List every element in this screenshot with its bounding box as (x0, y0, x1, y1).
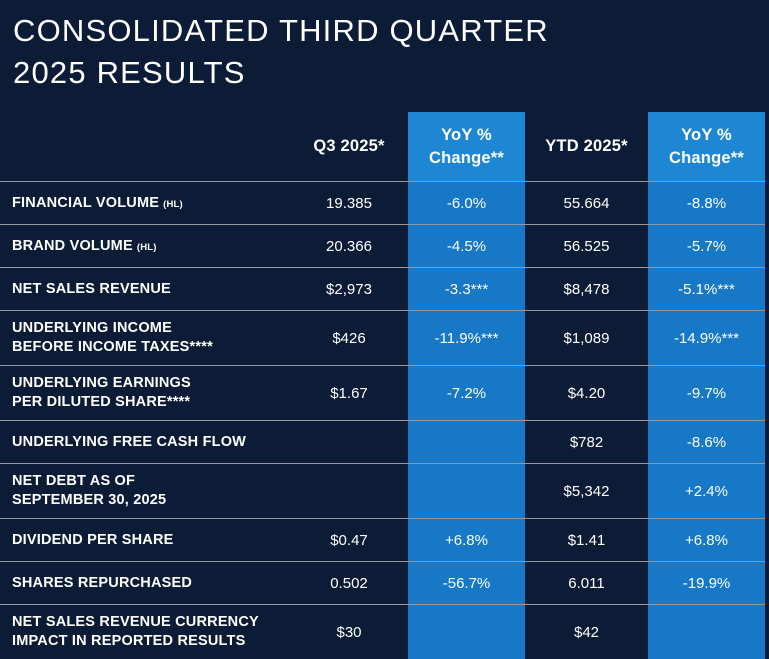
cell-yoy-ytd: -14.9%*** (648, 311, 765, 365)
row-label: NET SALES REVENUE (0, 268, 290, 310)
cell-yoy-ytd: -5.1%*** (648, 268, 765, 310)
row-label: UNDERLYING EARNINGS PER DILUTED SHARE***… (0, 366, 290, 420)
cell-yoy-q3 (408, 605, 525, 659)
page-title: CONSOLIDATED THIRD QUARTER 2025 RESULTS (13, 10, 549, 94)
column-header-yoy-q3: YoY % Change** (408, 112, 525, 181)
row-label-text: FINANCIAL VOLUME (12, 194, 160, 211)
row-label: BRAND VOLUME (HL) (0, 225, 290, 267)
cell-q3 (290, 421, 408, 463)
row-label-text: UNDERLYING EARNINGS PER DILUTED SHARE***… (12, 375, 191, 410)
cell-yoy-q3: -7.2% (408, 366, 525, 420)
row-label: NET SALES REVENUE CURRENCY IMPACT IN REP… (0, 605, 290, 659)
table-row: SHARES REPURCHASED 0.502 -56.7% 6.011 -19.9% (0, 561, 765, 604)
cell-yoy-ytd: -19.9% (648, 562, 765, 604)
cell-q3: 20.366 (326, 237, 372, 255)
row-label: UNDERLYING INCOME BEFORE INCOME TAXES***… (0, 311, 290, 365)
cell-yoy-ytd: -5.7% (648, 225, 765, 267)
cell-ytd: 6.011 (568, 574, 605, 592)
table-header: Q3 2025* YoY % Change** YTD 2025* YoY % … (0, 112, 765, 181)
table-row: NET SALES REVENUE $2,973 -3.3*** $8,478 -5.1… (0, 267, 765, 310)
row-label: NET DEBT AS OF SEPTEMBER 30, 2025 (0, 464, 290, 518)
cell-q3: 0.502 (330, 574, 368, 592)
cell-yoy-ytd (648, 605, 765, 659)
cell-ytd: $8,478 (563, 280, 610, 298)
row-label-text: UNDERLYING FREE CASH FLOW (12, 433, 247, 450)
header-spacer (0, 112, 290, 181)
row-label: DIVIDEND PER SHARE (0, 519, 290, 561)
cell-ytd: $782 (569, 433, 604, 451)
cell-q3 (290, 464, 408, 518)
row-label-unit: (HL) (163, 198, 183, 210)
row-label: UNDERLYING FREE CASH FLOW (0, 421, 290, 463)
cell-yoy-ytd: -8.8% (648, 182, 765, 224)
row-label-text: BRAND VOLUME (12, 237, 133, 254)
row-label: FINANCIAL VOLUME (HL) (0, 182, 290, 224)
table-row: NET SALES REVENUE CURRENCY IMPACT IN REP… (0, 604, 765, 659)
cell-ytd: 55.664 (563, 194, 610, 212)
table-row: NET DEBT AS OF SEPTEMBER 30, 2025 $5,342 +… (0, 463, 765, 518)
results-table: Q3 2025* YoY % Change** YTD 2025* YoY % … (0, 112, 765, 659)
cell-q3: $30 (336, 623, 362, 641)
cell-q3: 19.385 (326, 194, 372, 212)
cell-yoy-q3 (408, 421, 525, 463)
table-row: DIVIDEND PER SHARE $0.47 +6.8% $1.41 +6.8% (0, 518, 765, 561)
row-label-unit: (HL) (136, 241, 157, 253)
row-label-text: UNDERLYING INCOME BEFORE INCOME TAXES***… (12, 320, 213, 355)
table-row: FINANCIAL VOLUME (HL) 19.385 -6.0% 55.664 -8.… (0, 181, 765, 224)
cell-yoy-ytd: +6.8% (648, 519, 765, 561)
cell-ytd: $4.20 (567, 384, 606, 402)
column-header-q3-2025: Q3 2025* (313, 137, 385, 156)
cell-yoy-q3: -6.0% (408, 182, 525, 224)
row-label-text: NET SALES REVENUE (12, 280, 171, 297)
cell-q3: $2,973 (326, 280, 372, 298)
cell-ytd: $1,089 (563, 329, 610, 347)
row-label-text: NET SALES REVENUE CURRENCY IMPACT IN REP… (12, 614, 259, 649)
title-line-2: 2025 RESULTS (13, 55, 246, 91)
cell-ytd: 56.525 (563, 237, 610, 255)
cell-q3: $426 (332, 329, 366, 347)
column-header-yoy-ytd: YoY % Change** (648, 112, 765, 181)
row-label-text: NET DEBT AS OF SEPTEMBER 30, 2025 (12, 473, 167, 508)
title-line-1: CONSOLIDATED THIRD QUARTER (13, 13, 549, 48)
cell-yoy-q3: -56.7% (408, 562, 525, 604)
cell-yoy-ytd: -9.7% (648, 366, 765, 420)
row-label-text: DIVIDEND PER SHARE (12, 531, 174, 548)
cell-yoy-q3: -11.9%*** (408, 311, 525, 365)
table-row: BRAND VOLUME (HL) 20.366 -4.5% 56.525 -5.7% (0, 224, 765, 267)
cell-yoy-q3 (408, 464, 525, 518)
cell-yoy-q3: +6.8% (408, 519, 525, 561)
cell-q3: $1.67 (330, 384, 368, 402)
cell-yoy-ytd: -8.6% (648, 421, 765, 463)
column-header-ytd-2025: YTD 2025* (545, 137, 628, 156)
cell-q3: $0.47 (330, 531, 368, 549)
cell-yoy-ytd: +2.4% (648, 464, 765, 518)
cell-yoy-q3: -3.3*** (408, 268, 525, 310)
cell-ytd: $1.41 (567, 531, 606, 549)
cell-yoy-q3: -4.5% (408, 225, 525, 267)
cell-ytd: $5,342 (563, 482, 610, 500)
cell-ytd: $42 (573, 623, 600, 641)
table-body: FINANCIAL VOLUME (HL) 19.385 -6.0% 55.664 -8.… (0, 181, 765, 659)
row-label: SHARES REPURCHASED (0, 562, 290, 604)
row-label-text: SHARES REPURCHASED (12, 574, 193, 591)
table-row: UNDERLYING INCOME BEFORE INCOME TAXES***… (0, 310, 765, 365)
table-row: UNDERLYING FREE CASH FLOW $782 -8.6% (0, 420, 765, 463)
table-row: UNDERLYING EARNINGS PER DILUTED SHARE***… (0, 365, 765, 420)
